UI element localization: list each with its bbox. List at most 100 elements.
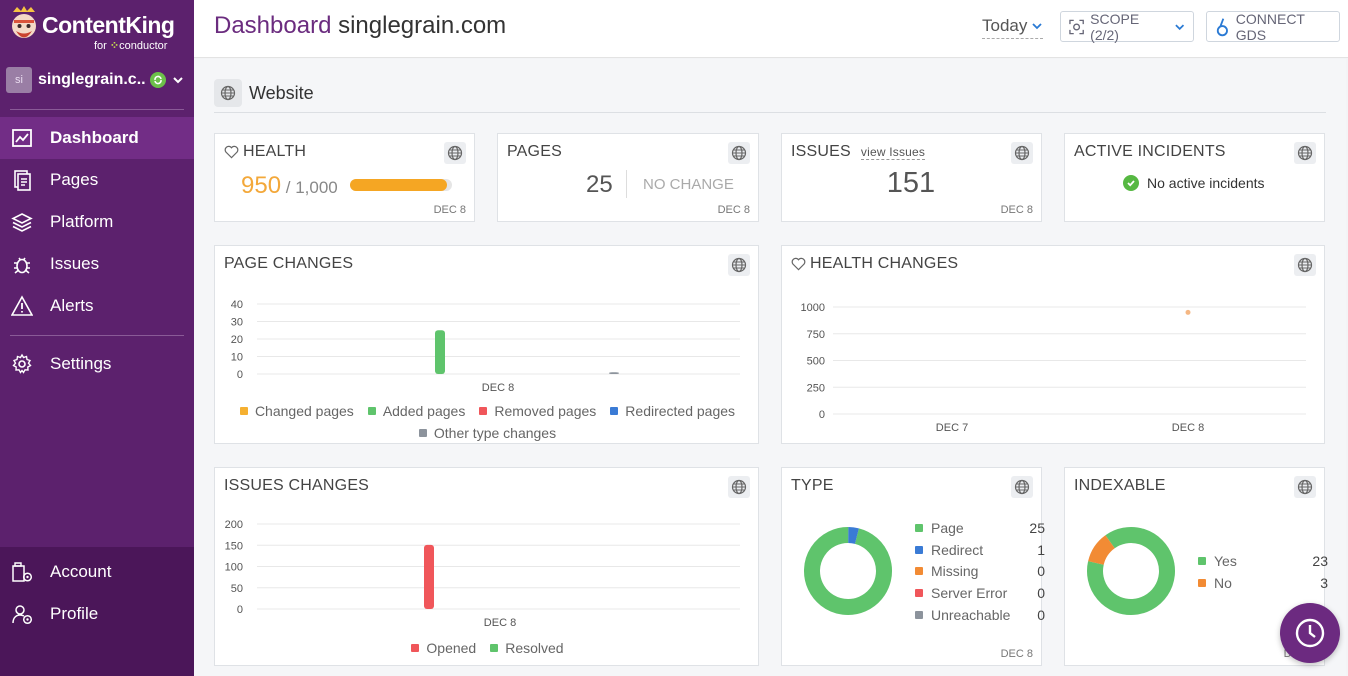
brand-name: ContentKing [42,12,175,38]
globe-icon [214,79,242,107]
scope-button[interactable]: SCOPE (2/2) [1060,11,1194,43]
type-slice [804,527,892,615]
issues-changes-legend-item[interactable]: Opened [411,640,476,656]
type-legend: Page 25 Redirect 1 Missing 0 Server Error 0 Unre… [915,517,1045,625]
legend-label: Removed pages [494,403,597,419]
health-score-value: 950 [241,172,282,199]
profile-settings-icon [12,605,33,625]
legend-swatch [1198,578,1206,587]
legend-value: 0 [1037,563,1045,580]
globe-icon[interactable] [1294,476,1316,498]
incidents-card[interactable]: ACTIVE INCIDENTS No active incidents [1064,133,1325,222]
type-legend-row[interactable]: Missing 0 [915,560,1045,582]
indexable-slice [1088,535,1116,566]
y-tick-label: 30 [231,317,243,329]
legend-label: Yes [1214,552,1237,569]
y-tick-label: 100 [225,562,243,574]
history-clock-button[interactable] [1280,603,1340,663]
indexable-legend-row[interactable]: Yes 23 [1198,550,1328,572]
health-changes-card[interactable]: HEALTH CHANGES 0 250 500 750 1000 DEC 7 DEC 8 [781,245,1325,444]
globe-icon[interactable] [1294,254,1316,276]
y-tick-label: 750 [807,329,825,341]
type-date: DEC 8 [1000,648,1033,660]
health-title-text: HEALTH [243,143,307,160]
y-tick-label: 20 [231,334,243,346]
contentking-logo[interactable]: ContentKing for ⁘conductor [8,4,188,54]
legend-label: Resolved [505,640,564,656]
nav-settings[interactable]: Settings [0,343,194,385]
nav-profile[interactable]: Profile [0,593,194,635]
chevron-down-icon [1032,23,1043,30]
type-legend-row[interactable]: Server Error 0 [915,582,1045,604]
page-changes-legend-item[interactable]: Removed pages [479,403,596,419]
nav-issues[interactable]: Issues [0,243,194,285]
globe-icon[interactable] [728,254,750,276]
indexable-legend-row[interactable]: No 3 [1198,572,1328,594]
health-score: 950 / 1,000 [241,172,338,200]
nav-alerts[interactable]: Alerts [0,285,194,327]
nav-account[interactable]: Account [0,551,194,593]
nav-platform[interactable]: Platform [0,201,194,243]
type-legend-row[interactable]: Page 25 [915,517,1045,539]
connect-gds-button[interactable]: CONNECT GDS [1206,11,1340,43]
website-switcher[interactable]: si singlegrain.c... [6,66,186,94]
y-tick-label: 40 [231,299,243,311]
nav-alerts-label: Alerts [50,296,94,315]
clock-icon [1295,618,1325,648]
globe-icon[interactable] [1011,142,1033,164]
heart-icon [224,145,239,159]
layers-icon [11,213,33,232]
globe-icon[interactable] [1011,476,1033,498]
view-issues-link[interactable]: view Issues [860,144,926,160]
globe-icon[interactable] [444,142,466,164]
issues-card[interactable]: ISSUES view Issues 151 DEC 8 [781,133,1042,222]
globe-icon[interactable] [1294,142,1316,164]
legend-swatch [915,545,923,554]
indexable-donut-chart [1087,527,1175,615]
health-card[interactable]: HEALTH 950 / 1,000 DEC 8 [214,133,475,222]
brand-sub: for ⁘conductor [94,39,167,52]
issues-title: ISSUES view Issues [791,143,926,161]
scope-icon [1069,19,1084,34]
nav-pages[interactable]: Pages [0,159,194,201]
type-title: TYPE [791,477,834,494]
indexable-slice [1087,527,1175,615]
incidents-status: No active incidents [1123,175,1265,191]
type-legend-row[interactable]: Redirect 1 [915,539,1045,561]
indexable-title: INDEXABLE [1074,477,1166,494]
x-tick-label: DEC 8 [484,617,516,629]
page-changes-legend-item[interactable]: Added pages [367,403,465,419]
issues-count: 151 [886,167,936,199]
date-range-select[interactable]: Today [982,16,1044,39]
legend-value: 0 [1037,584,1045,601]
website-name: singlegrain.c... [38,71,146,88]
globe-icon[interactable] [728,142,750,164]
bar-added-pages [435,330,445,374]
page-changes-legend-item[interactable]: Changed pages [239,403,354,419]
nav-settings-label: Settings [50,354,112,373]
nav-dashboard[interactable]: Dashboard [0,117,194,159]
x-tick-label: DEC 8 [1172,422,1204,434]
conductor-mark-icon: ⁘ [109,40,120,52]
y-tick-label: 10 [231,352,243,364]
nav-platform-label: Platform [50,212,114,231]
legend-swatch [915,567,923,576]
legend-swatch [915,610,923,619]
globe-icon[interactable] [728,476,750,498]
page-changes-legend-item[interactable]: Redirected pages [610,403,735,419]
legend-label: Changed pages [254,403,354,419]
page-changes-legend-item[interactable]: Other type changes [418,425,556,441]
type-card[interactable]: TYPE Page 25 Redirect 1 Missing 0 Server Error… [781,467,1045,666]
page-changes-card[interactable]: PAGE CHANGES 0 10 20 30 40 DEC 8 Changed page… [214,245,759,444]
issues-changes-legend-item[interactable]: Resolved [490,640,564,656]
type-legend-row[interactable]: Unreachable 0 [915,604,1045,626]
legend-swatch [610,407,619,415]
warning-icon [11,295,33,316]
indexable-legend: Yes 23 No 3 [1198,550,1328,593]
brand-sub-conductor: conductor [119,40,168,52]
page-changes-chart: 0 10 20 30 40 DEC 8 [231,299,740,394]
incidents-status-text: No active incidents [1147,175,1265,191]
issues-changes-card[interactable]: ISSUES CHANGES 0 50 100 150 200 DEC 8 Opened R… [214,467,759,666]
sync-status-icon [150,72,166,88]
pages-card[interactable]: PAGES 25 NO CHANGE DEC 8 [497,133,759,222]
